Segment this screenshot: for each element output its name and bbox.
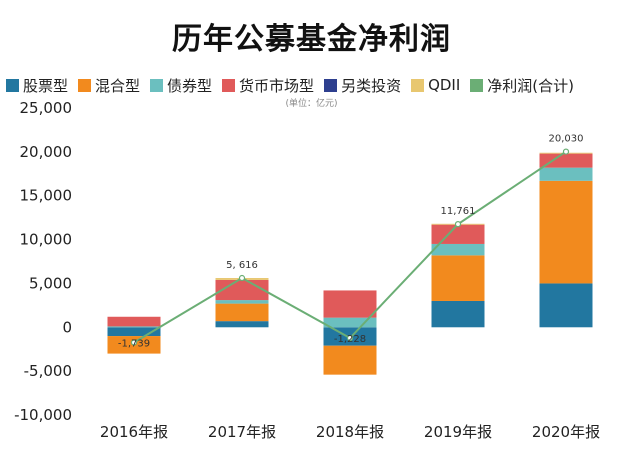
legend-swatch-qdii — [411, 78, 425, 92]
legend-label-hybrid: 混合型 — [95, 76, 141, 95]
bar-3-3 — [431, 224, 485, 244]
legend-label-alternative: 另类投资 — [341, 76, 402, 95]
bar-2-4 — [539, 167, 593, 181]
y-tick-label: -5,000 — [24, 362, 72, 380]
y-tick-label: 5,000 — [29, 274, 72, 292]
x-tick-label: 2017年报 — [208, 423, 276, 441]
net-profit-point-3 — [454, 221, 462, 228]
bar-0-4 — [539, 283, 593, 328]
bar-0-3 — [431, 300, 485, 328]
legend-swatch-hybrid — [78, 78, 92, 92]
legend-label-bond: 债券型 — [167, 76, 213, 95]
x-tick-label: 2016年报 — [100, 423, 168, 441]
data-label-0: -1,739 — [118, 339, 150, 350]
bar-1-3 — [431, 255, 485, 301]
data-label-1: 5, 616 — [226, 260, 258, 271]
legend-label-money-market: 货币市场型 — [239, 76, 315, 95]
data-label-4: 20,030 — [549, 134, 584, 145]
net-profit-point-4 — [562, 148, 570, 155]
legend-item-stock: 股票型 — [6, 75, 68, 96]
bar-0-1 — [215, 321, 269, 328]
net-profit-point-0 — [130, 339, 138, 346]
bar-2-1 — [215, 300, 269, 304]
chart-title: 历年公募基金净利润 — [172, 22, 451, 57]
legend-swatch-bond — [150, 78, 164, 92]
legend-item-alternative: 另类投资 — [324, 75, 401, 96]
legend-swatch-alternative — [324, 78, 338, 92]
legend-label-stock: 股票型 — [23, 76, 69, 95]
y-tick-label: 15,000 — [20, 187, 73, 205]
bar-1-1 — [215, 303, 269, 322]
legend-item-net-profit: 净利润(合计) — [470, 75, 574, 96]
y-tick-label: 0 — [62, 318, 72, 336]
legend-swatch-stock — [6, 78, 19, 92]
x-tick-label: 2019年报 — [424, 423, 492, 441]
net-profit-point-2 — [346, 334, 354, 342]
legend-swatch-money-market — [222, 78, 236, 92]
data-label-3: 11,761 — [441, 206, 476, 217]
bar-0-0 — [107, 327, 161, 337]
bar-2-2 — [323, 317, 377, 328]
bar-3-4 — [539, 153, 593, 168]
legend-item-bond: 债券型 — [150, 75, 212, 96]
net-profit-point-1 — [238, 274, 246, 282]
y-tick-label: -10,000 — [14, 406, 72, 424]
bar-3-0 — [107, 316, 161, 327]
bar-2-3 — [431, 243, 485, 256]
y-tick-label: 20,000 — [20, 143, 73, 161]
legend-swatch-net-profit — [470, 78, 484, 92]
bar-3-2 — [323, 290, 377, 318]
x-tick-label: 2020年报 — [532, 423, 600, 441]
y-tick-label: 25,000 — [20, 99, 73, 117]
unit-note: (单位：亿元) — [285, 99, 338, 109]
data-label-2: -1,228 — [334, 334, 366, 345]
x-tick-label: 2018年报 — [316, 423, 384, 441]
legend-label-net-profit: 净利润(合计) — [487, 76, 575, 95]
legend: 股票型 混合型 债券型 货币市场型 另类投资 QDII 净利润(合计) — [6, 75, 574, 95]
legend-item-hybrid: 混合型 — [78, 75, 140, 96]
y-tick-label: 10,000 — [20, 231, 73, 249]
legend-item-money-market: 货币市场型 — [222, 75, 314, 96]
bar-1-2 — [323, 345, 377, 375]
legend-label-qdii: QDII — [428, 76, 461, 94]
bar-1-4 — [539, 180, 593, 284]
bar-2-0 — [107, 326, 161, 328]
legend-item-qdii: QDII — [411, 76, 460, 94]
